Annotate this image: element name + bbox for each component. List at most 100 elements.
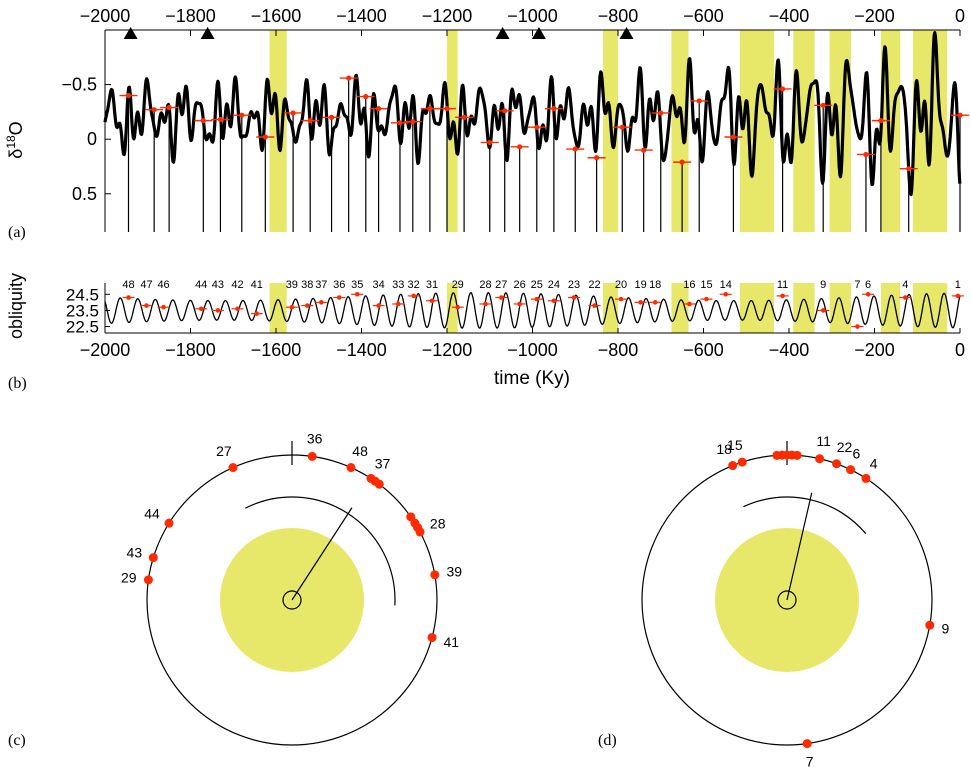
termination-point <box>444 106 450 112</box>
phase-label: 7 <box>806 753 814 767</box>
panel-label-b: (b) <box>8 375 27 392</box>
termination-point <box>820 102 826 108</box>
cycle-point <box>395 301 401 307</box>
termination-point <box>328 114 335 120</box>
cycle-point <box>551 298 557 304</box>
termination-point <box>863 151 869 158</box>
b-x-tick-label: −1200 <box>422 340 473 360</box>
y-axis-label-b: obliquity <box>6 273 26 339</box>
termination-point <box>502 108 508 114</box>
termination-point <box>594 155 600 161</box>
glacial-bands-b <box>269 283 948 333</box>
phase-label: 43 <box>127 544 143 560</box>
cycle-point <box>638 300 643 305</box>
termination-point <box>517 144 523 150</box>
phase-point <box>346 463 356 473</box>
phase-point <box>861 473 871 483</box>
panel-label-a: (a) <box>8 224 26 241</box>
cycle-label: 7 <box>854 279 860 291</box>
phase-point <box>430 570 440 580</box>
obliquity-curve <box>104 291 961 329</box>
cycle-point <box>498 295 504 300</box>
panel-b-ticks: −2000 −1800 −1600 −1400 −1200 −1000 −800 −600 −4… <box>66 285 965 360</box>
cycle-label: 25 <box>531 279 543 291</box>
cycle-point <box>411 293 416 299</box>
x-axis-label-b: time (Ky) <box>494 368 570 389</box>
d18o-curve <box>103 31 962 197</box>
glacial-band <box>671 30 689 232</box>
center-circle <box>282 590 302 610</box>
panel-label-c: (c) <box>8 732 26 749</box>
cycle-label: 23 <box>568 279 580 291</box>
cycle-label: 6 <box>865 279 871 291</box>
phase-point <box>374 479 384 489</box>
cycle-label: 18 <box>649 279 661 291</box>
cycle-label: 22 <box>588 279 600 291</box>
phase-point <box>307 451 317 461</box>
phase-point <box>815 454 825 464</box>
termination-point <box>679 159 685 165</box>
cycle-point <box>126 295 131 300</box>
phase-label: 28 <box>430 515 446 531</box>
triangle-marker <box>619 27 634 39</box>
phase-label: 15 <box>727 437 743 453</box>
cycle-label: 35 <box>351 279 363 291</box>
cycle-point <box>855 324 860 329</box>
cycle-label: 41 <box>251 279 263 291</box>
cycle-label: 19 <box>635 279 647 291</box>
cycle-point <box>865 291 871 297</box>
cycle-point <box>517 301 522 307</box>
phase-label: 41 <box>443 634 459 650</box>
termination-point <box>461 114 467 120</box>
cycle-label: 47 <box>140 279 152 291</box>
cycle-point <box>618 296 624 302</box>
termination-point <box>363 94 369 100</box>
cycle-point <box>820 308 826 313</box>
phase-point <box>164 518 174 528</box>
b-x-tick-label: −800 <box>598 340 639 360</box>
a-x-tick-label: −400 <box>769 6 810 26</box>
termination-point <box>290 110 296 116</box>
cycle-label: 38 <box>301 279 313 291</box>
triangle-marker <box>200 27 215 39</box>
mean-phase-line <box>786 492 813 601</box>
cycle-label: 14 <box>720 279 732 291</box>
a-y-tick-label: 0.5 <box>72 184 97 204</box>
obliquity-trace <box>104 291 961 329</box>
cycle-label: 16 <box>683 279 695 291</box>
termination-point <box>957 112 963 118</box>
b-x-tick-label: −2000 <box>80 340 131 360</box>
termination-point <box>696 98 702 104</box>
glacial-band <box>880 283 901 333</box>
b-x-tick-label: −600 <box>683 340 724 360</box>
cycle-label: 39 <box>286 279 298 291</box>
termination-point <box>658 110 664 116</box>
phase-label: 9 <box>942 620 950 636</box>
phase-point <box>415 527 425 537</box>
a-x-tick-label: −600 <box>683 6 724 26</box>
cycle-point <box>483 301 488 307</box>
cycle-label: 20 <box>615 279 627 291</box>
glacial-bands <box>269 30 948 232</box>
phase-point <box>143 575 153 585</box>
cycle-label: 42 <box>231 279 243 291</box>
glacial-band <box>739 283 775 333</box>
phase-label: 44 <box>144 506 160 522</box>
glacial-band <box>739 30 775 232</box>
cycle-point <box>534 296 540 302</box>
cycle-label: 33 <box>392 279 404 291</box>
phase-point <box>846 465 856 475</box>
triangle-marker <box>531 27 546 39</box>
cycle-point <box>592 303 597 308</box>
glacial-band <box>829 283 851 333</box>
cycle-point <box>902 295 908 300</box>
cycle-point <box>354 291 360 297</box>
b-x-tick-label: −1000 <box>507 340 558 360</box>
termination-point <box>346 75 352 81</box>
cycle-label: 11 <box>777 279 788 291</box>
cycle-point <box>161 304 166 310</box>
termination-point <box>262 134 268 140</box>
a-y-tick-label: −0.5 <box>61 75 97 95</box>
cycle-point <box>652 300 658 305</box>
cycle-label: 31 <box>426 279 438 291</box>
